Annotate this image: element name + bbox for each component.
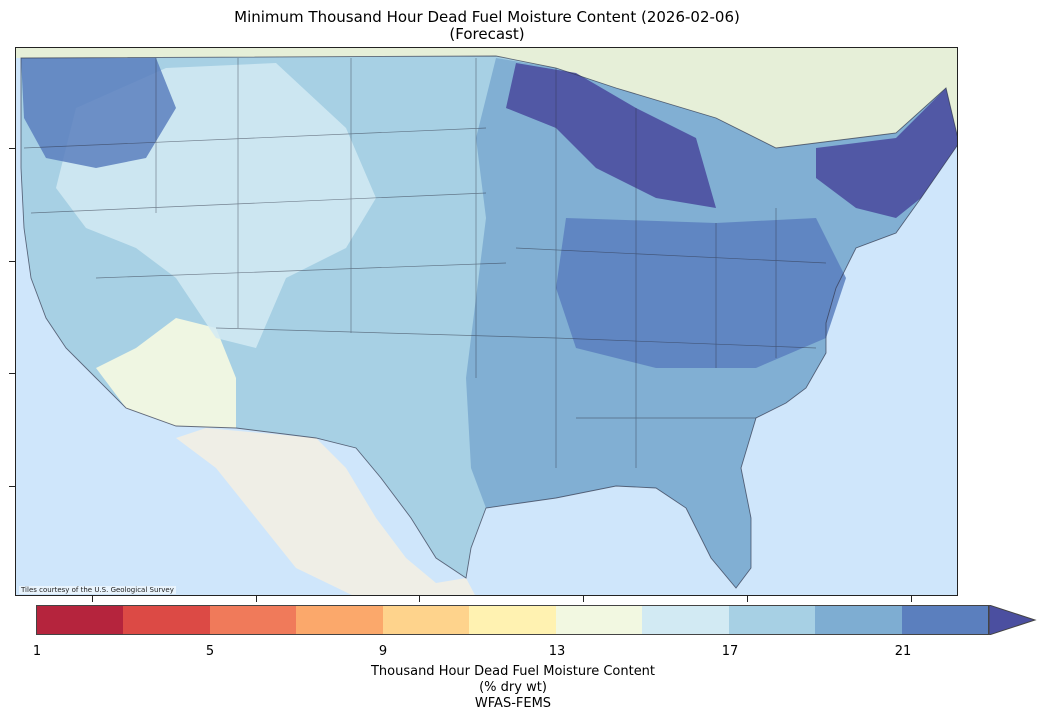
- southwest-low-moisture: [96, 318, 236, 428]
- state-border: [515, 247, 827, 264]
- colorbar-units: (% dry wt): [479, 680, 547, 695]
- x-tick-mark: [256, 596, 257, 602]
- y-tick-mark: [9, 261, 15, 262]
- state-borders: [23, 58, 827, 468]
- ohio-valley-high-moisture: [556, 218, 846, 368]
- map-title: Minimum Thousand Hour Dead Fuel Moisture…: [0, 9, 974, 43]
- map-panel[interactable]: Tiles courtesy of the U.S. Geological Su…: [15, 47, 958, 596]
- colorbar-segment: [815, 606, 902, 634]
- colorbar-segment: [901, 606, 988, 634]
- colorbar-tick-label: 13: [548, 644, 566, 659]
- pacific-northwest-high-moisture: [21, 58, 176, 168]
- colorbar-segment: [296, 606, 383, 634]
- coastline: [20, 55, 957, 589]
- state-border: [30, 192, 487, 214]
- northeast-very-high-moisture: [506, 63, 716, 208]
- state-border: [95, 262, 507, 279]
- y-tick-mark: [9, 148, 15, 149]
- title-line-2: (Forecast): [449, 25, 525, 43]
- x-tick-mark: [747, 596, 748, 602]
- colorbar-segment: [382, 606, 470, 634]
- y-tick-mark: [9, 486, 15, 487]
- new-england-very-high-moisture: [816, 88, 957, 218]
- state-border: [555, 337, 817, 349]
- x-tick-mark: [92, 596, 93, 602]
- x-tick-mark: [911, 596, 912, 602]
- title-line-1: Minimum Thousand Hour Dead Fuel Moisture…: [234, 8, 740, 26]
- colorbar-label: Thousand Hour Dead Fuel Moisture Content: [370, 664, 656, 679]
- colorbar-segment: [37, 606, 124, 634]
- colorbar-segment: [123, 606, 210, 634]
- tile-attribution: Tiles courtesy of the U.S. Geological Su…: [19, 586, 176, 594]
- canada-land: [16, 48, 957, 188]
- colorbar-segment: [555, 606, 643, 634]
- colorbar-extend-arrow: [989, 605, 1037, 635]
- colorbar-tick-label: 5: [205, 644, 215, 659]
- x-tick-mark: [583, 596, 584, 602]
- state-border: [23, 127, 487, 149]
- colorbar-source: WFAS-FEMS: [474, 696, 552, 711]
- colorbar: [36, 605, 989, 635]
- colorbar-tick-label: 21: [894, 644, 912, 659]
- colorbar-segment: [209, 606, 297, 634]
- colorbar-segment: [642, 606, 729, 634]
- colorbar-segment: [728, 606, 816, 634]
- x-tick-mark: [419, 596, 420, 602]
- colorbar-tick-label: 9: [378, 644, 388, 659]
- colorbar-tick-label: 1: [32, 644, 42, 659]
- state-border: [215, 327, 557, 339]
- mexico-land: [176, 428, 475, 595]
- colorbar-segment: [469, 606, 556, 634]
- map-canvas: [16, 48, 957, 595]
- colorbar-tick-label: 17: [721, 644, 739, 659]
- y-tick-mark: [9, 373, 15, 374]
